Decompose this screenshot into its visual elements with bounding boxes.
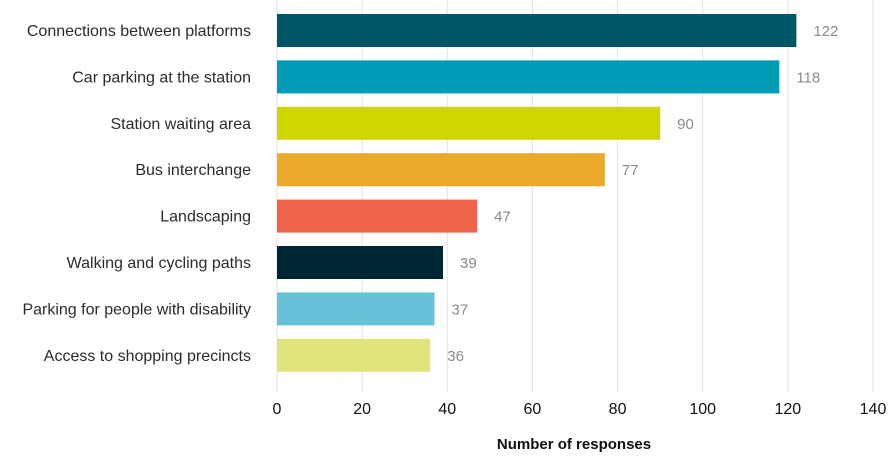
bar bbox=[277, 199, 478, 233]
value-labels: 122 118 90 77 47 39 37 36 bbox=[447, 23, 838, 365]
value-label: 37 bbox=[452, 301, 469, 318]
category-label: Walking and cycling paths bbox=[67, 255, 251, 272]
x-tick-label: 120 bbox=[775, 401, 802, 418]
bar bbox=[277, 60, 780, 94]
category-labels: Connections between platforms Car parking… bbox=[22, 23, 251, 365]
bar bbox=[277, 246, 444, 279]
value-label: 122 bbox=[813, 23, 838, 40]
category-label: Connections between platforms bbox=[27, 23, 251, 40]
x-axis-title: Number of responses bbox=[497, 436, 651, 453]
x-tick-label: 140 bbox=[860, 401, 887, 418]
bars bbox=[277, 14, 797, 372]
x-tick-labels: 0 20 40 60 80 100 120 140 bbox=[273, 401, 887, 418]
category-label: Car parking at the station bbox=[72, 69, 251, 86]
bar bbox=[277, 292, 435, 326]
value-label: 36 bbox=[447, 348, 464, 365]
x-tick-label: 60 bbox=[524, 401, 542, 418]
category-label: Station waiting area bbox=[110, 116, 251, 133]
category-label: Parking for people with disability bbox=[22, 301, 251, 318]
x-tick-label: 100 bbox=[689, 401, 716, 418]
category-label: Landscaping bbox=[160, 209, 251, 226]
x-tick-label: 80 bbox=[609, 401, 627, 418]
gridlines bbox=[276, 0, 874, 392]
value-label: 77 bbox=[622, 162, 639, 179]
value-label: 118 bbox=[796, 69, 820, 86]
value-label: 39 bbox=[460, 255, 477, 272]
value-label: 47 bbox=[494, 209, 511, 226]
bar bbox=[277, 14, 797, 47]
category-label: Access to shopping precincts bbox=[44, 348, 251, 365]
bar bbox=[277, 338, 431, 372]
bar bbox=[277, 106, 661, 140]
x-tick-label: 40 bbox=[438, 401, 456, 418]
category-label: Bus interchange bbox=[135, 162, 251, 179]
value-label: 90 bbox=[677, 116, 694, 133]
x-tick-label: 0 bbox=[273, 401, 282, 418]
bar bbox=[277, 153, 605, 187]
x-tick-label: 20 bbox=[353, 401, 371, 418]
